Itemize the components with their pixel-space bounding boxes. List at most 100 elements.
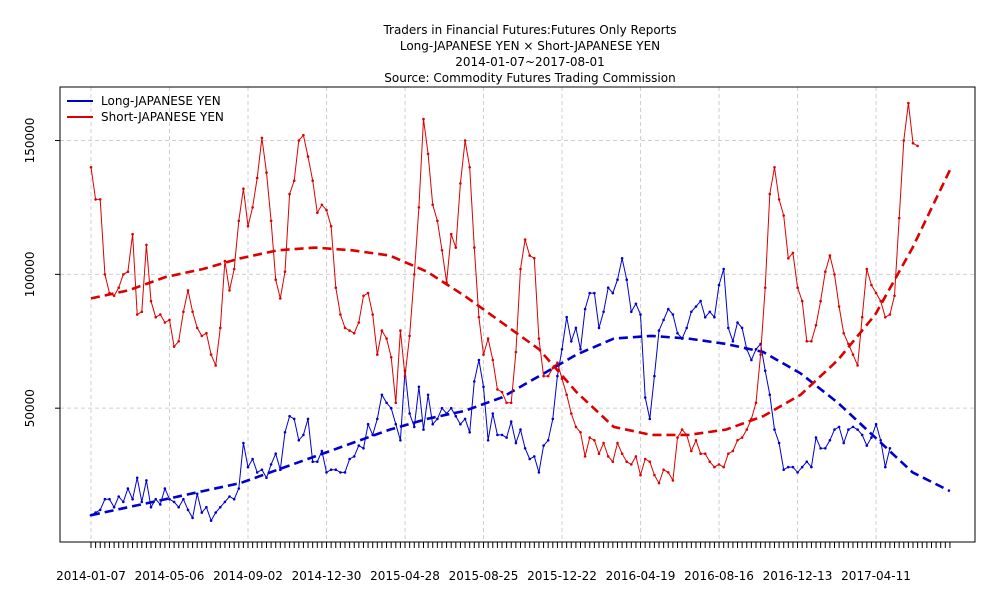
data-point [246,224,250,228]
data-point [680,337,684,340]
data-point [588,436,591,439]
data-point [717,463,721,466]
data-point [436,417,439,421]
data-point [186,508,190,512]
data-point [426,152,430,156]
data-point [648,417,652,421]
data-point [251,206,254,209]
data-point [283,270,287,274]
data-point [112,294,116,298]
data-point [842,441,845,445]
data-point [325,471,328,474]
data-point [232,267,236,271]
series-line-1 [90,103,918,485]
data-point [782,214,785,217]
data-point [533,257,536,260]
data-point [362,447,365,450]
data-point [149,505,153,509]
data-point [523,447,527,450]
data-point [699,452,702,456]
legend: Long-JAPANESE YEN Short-JAPANESE YEN [67,94,224,124]
series-line-0 [90,258,891,522]
data-point [292,179,296,182]
data-point [302,133,305,137]
series-layer [89,101,952,522]
data-point [782,468,785,472]
trend-line-1 [90,169,952,437]
data-point [694,439,698,442]
data-point [292,417,296,421]
data-point [343,326,347,330]
data-point [500,433,504,437]
data-point [94,198,97,201]
data-point [727,326,730,330]
data-point [154,497,157,501]
data-point [694,305,698,308]
data-point [911,141,915,145]
data-point [265,476,268,480]
data-point [468,166,472,169]
data-point [805,460,809,464]
data-point [860,433,864,437]
y-tick-label-0: 50000 [23,389,37,427]
data-point [473,246,476,249]
data-point [135,476,139,480]
data-point [306,417,310,421]
data-point [279,297,282,300]
data-point [713,315,716,319]
data-point [856,428,859,431]
data-point [824,270,827,274]
data-point [902,139,906,142]
data-point [440,406,444,410]
data-point [884,315,887,319]
data-point [279,468,282,472]
data-point [570,412,573,415]
data-point [98,508,102,512]
data-point [242,441,245,445]
data-point [408,412,411,415]
data-point [191,310,194,314]
x-axis: 2014-01-07 2014-05-06 2014-09-02 2014-12-30… [56,542,951,583]
data-point [653,374,656,378]
data-point [195,492,199,496]
data-point [574,425,578,429]
data-point [611,291,615,295]
data-point [833,273,836,276]
title-line-4: Source: Commodity Futures Trading Commis… [384,71,676,85]
data-point [149,299,153,303]
data-point [916,144,919,148]
data-point [560,348,564,351]
data-point [537,337,541,340]
data-point [685,326,688,330]
data-point [288,414,291,418]
data-point [796,471,799,474]
data-point [339,471,342,474]
data-point [163,487,167,490]
data-point [413,273,416,276]
data-point [352,331,356,335]
data-point [477,358,481,362]
data-point [671,479,675,482]
data-point [482,353,485,356]
data-point [727,452,730,456]
data-point [385,337,388,340]
data-point [246,465,250,469]
data-point [879,439,882,442]
data-point [200,511,204,514]
data-point [745,428,749,431]
data-point [523,238,527,241]
data-point [828,254,832,257]
data-point [648,460,652,464]
data-point [773,166,776,169]
data-point [117,495,120,498]
data-point [800,465,804,469]
data-point [214,511,217,514]
data-point [763,369,767,373]
data-point [500,390,504,394]
data-point [565,393,568,397]
data-point [159,313,162,316]
data-point [329,468,333,472]
x-tick-label-10: 2017-04-11 [841,569,911,583]
data-point [403,374,407,378]
data-point [371,433,375,437]
